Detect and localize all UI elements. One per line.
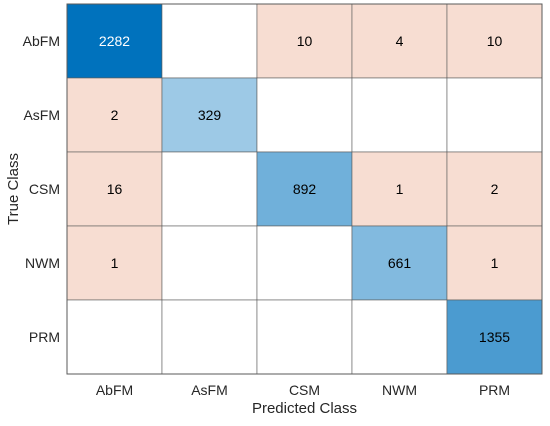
cell-value-AsFM-AbFM: 2 xyxy=(111,107,119,123)
cell-value-AbFM-PRM: 10 xyxy=(487,33,503,49)
x-tick-label-AbFM: AbFM xyxy=(96,382,133,398)
cell-value-PRM-PRM: 1355 xyxy=(479,329,510,345)
cell-value-CSM-NWM: 1 xyxy=(396,181,404,197)
matrix-cell-AbFM-PRM xyxy=(446,3,543,79)
cell-value-AsFM-AsFM: 329 xyxy=(198,107,222,123)
matrix-cell-PRM-AsFM xyxy=(161,299,258,375)
x-tick-label-CSM: CSM xyxy=(289,382,320,398)
confusion-matrix-values: 2282 10 4 10 2 329 16 892 1 2 1 661 1 1355 xyxy=(99,33,510,345)
matrix-cell-AsFM-NWM xyxy=(351,77,448,153)
y-tick-label-AbFM: AbFM xyxy=(23,33,60,49)
x-tick-label-AsFM: AsFM xyxy=(191,382,228,398)
matrix-cell-NWM-PRM xyxy=(446,225,543,301)
cell-value-NWM-NWM: 661 xyxy=(388,255,412,271)
x-axis-tick-labels: AbFM AsFM CSM NWM PRM xyxy=(96,382,510,398)
y-tick-label-AsFM: AsFM xyxy=(23,107,60,123)
matrix-cell-NWM-NWM xyxy=(351,225,448,301)
plot-frame xyxy=(66,3,543,375)
matrix-cell-PRM-AbFM xyxy=(66,299,163,375)
matrix-cell-AbFM-NWM xyxy=(351,3,448,79)
cell-value-CSM-AbFM: 16 xyxy=(107,181,123,197)
cell-value-NWM-PRM: 1 xyxy=(491,255,499,271)
y-axis-label: True Class xyxy=(5,153,22,225)
x-tick-label-NWM: NWM xyxy=(382,382,417,398)
matrix-cell-AbFM-AsFM xyxy=(161,3,258,79)
matrix-cell-NWM-AsFM xyxy=(161,225,258,301)
matrix-cell-PRM-CSM xyxy=(256,299,353,375)
matrix-cell-PRM-PRM xyxy=(446,299,543,375)
matrix-cell-AsFM-PRM xyxy=(446,77,543,153)
y-axis-tick-labels: AbFM AsFM CSM NWM PRM xyxy=(23,33,60,345)
cell-value-AbFM-NWM: 4 xyxy=(396,33,404,49)
matrix-cell-AbFM-AbFM xyxy=(66,3,163,79)
cell-value-AbFM-AbFM: 2282 xyxy=(99,33,130,49)
cell-value-NWM-AbFM: 1 xyxy=(111,255,119,271)
matrix-cell-CSM-NWM xyxy=(351,151,448,227)
x-tick-label-PRM: PRM xyxy=(479,382,510,398)
cell-value-AbFM-CSM: 10 xyxy=(297,33,313,49)
y-tick-label-CSM: CSM xyxy=(29,181,60,197)
cell-value-CSM-CSM: 892 xyxy=(293,181,317,197)
cell-value-CSM-PRM: 2 xyxy=(491,181,499,197)
y-tick-label-NWM: NWM xyxy=(25,255,60,271)
confusion-matrix-cells xyxy=(66,3,543,375)
matrix-cell-AsFM-AbFM xyxy=(66,77,163,153)
matrix-cell-CSM-CSM xyxy=(256,151,353,227)
matrix-cell-CSM-AsFM xyxy=(161,151,258,227)
matrix-cell-AsFM-CSM xyxy=(256,77,353,153)
matrix-cell-PRM-NWM xyxy=(351,299,448,375)
y-tick-label-PRM: PRM xyxy=(29,329,60,345)
matrix-cell-NWM-CSM xyxy=(256,225,353,301)
x-axis-label: Predicted Class xyxy=(252,400,357,417)
matrix-cell-CSM-PRM xyxy=(446,151,543,227)
